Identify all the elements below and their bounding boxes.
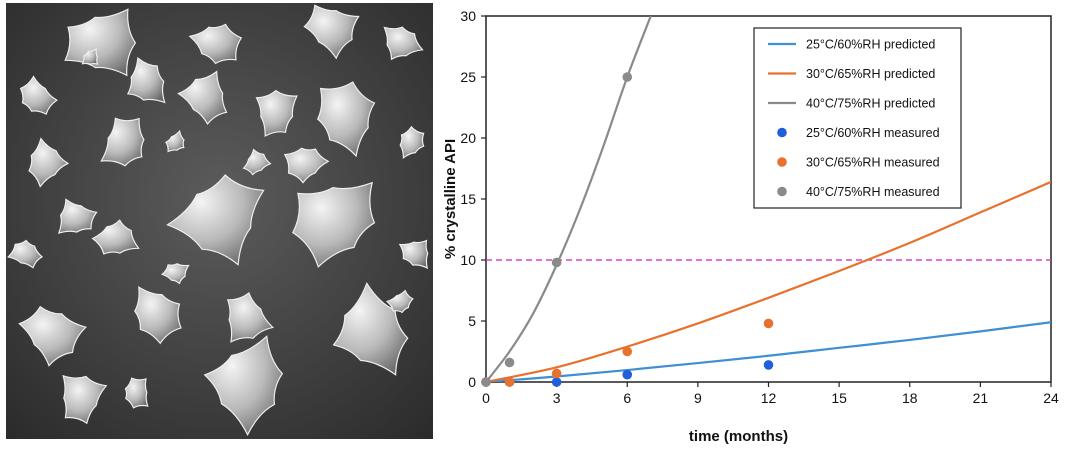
particle-shape — [6, 239, 44, 269]
x-tick-label: 6 — [623, 390, 631, 406]
particle-shape — [62, 374, 108, 425]
x-tick-label: 24 — [1043, 390, 1059, 406]
data-point-series-5 — [622, 72, 633, 82]
data-point-series-4 — [551, 368, 562, 379]
particle-shape — [100, 117, 145, 167]
x-axis-title: time (months) — [689, 428, 788, 445]
legend-label: 40°C/75%RH predicted — [806, 97, 935, 111]
data-point-series-5 — [551, 257, 562, 268]
legend-label: 40°C/75%RH measured — [806, 185, 940, 199]
particle-shape — [19, 75, 58, 115]
data-point-series-5 — [481, 377, 491, 387]
particle-shape — [398, 239, 429, 270]
y-tick-label: 5 — [468, 313, 476, 329]
particle-shape — [134, 285, 182, 345]
sem-micrograph-icon — [6, 3, 433, 439]
particle-shape — [126, 56, 166, 104]
x-tick-label: 12 — [761, 390, 777, 406]
x-tick-label: 18 — [902, 390, 918, 406]
data-point-series-4 — [504, 377, 515, 387]
data-point-series-3 — [622, 369, 633, 380]
legend-swatch-marker — [777, 157, 787, 167]
data-point-series-3 — [551, 377, 562, 387]
data-point-series-4 — [763, 318, 774, 329]
x-tick-label: 9 — [694, 390, 702, 406]
particle-shape — [332, 281, 409, 376]
particle-shape — [399, 125, 425, 160]
data-point-series-5 — [504, 357, 515, 368]
particle-shape — [91, 219, 140, 255]
particle-shape — [160, 263, 190, 285]
particle-shape — [64, 8, 137, 77]
legend-label: 25°C/60%RH measured — [806, 126, 940, 140]
legend-box — [753, 27, 962, 209]
particle-shape — [283, 147, 330, 184]
particle-shape — [166, 174, 265, 266]
particle-shape — [57, 198, 98, 234]
legend-swatch-marker — [777, 186, 787, 197]
series-line-0 — [486, 321, 1051, 382]
particle-shape — [226, 292, 275, 343]
legend-label: 30°C/65%RH predicted — [806, 67, 935, 81]
x-tick-label: 0 — [482, 390, 490, 406]
particle-shape — [292, 181, 376, 268]
sem-micrograph-image — [6, 3, 433, 439]
series-line-1 — [486, 180, 1051, 382]
particle-shape — [316, 81, 376, 158]
particle-shape — [303, 4, 360, 60]
y-tick-label: 0 — [468, 374, 476, 390]
particle-shape — [124, 377, 149, 409]
particle-shape — [383, 26, 424, 61]
particle-shape — [255, 89, 298, 138]
legend-label: 30°C/65%RH measured — [806, 156, 940, 170]
x-tick-label: 21 — [973, 390, 989, 406]
chart-panel: 0 3 6 9 12 15 18 21 24 0 5 10 15 20 25 30 25°C/60%RH pr… — [440, 0, 1067, 446]
legend-swatch-marker — [777, 127, 787, 138]
particle-shape — [242, 148, 272, 176]
x-tick-label: 3 — [553, 390, 561, 406]
particle-shape — [165, 129, 185, 153]
x-tick-label: 15 — [831, 390, 847, 406]
particle-shape — [203, 335, 284, 437]
y-tick-label: 10 — [460, 252, 476, 268]
chart-svg: 0 3 6 9 12 15 18 21 24 0 5 10 15 20 25 30 25°C/60%RH pr… — [442, 8, 1059, 445]
particle-shape — [177, 70, 228, 125]
y-tick-label: 15 — [460, 191, 476, 207]
legend-label: 25°C/60%RH predicted — [806, 38, 935, 52]
y-tick-label: 30 — [460, 8, 476, 24]
y-tick-label: 20 — [460, 130, 476, 146]
particle-shape — [385, 289, 414, 314]
data-point-series-3 — [763, 360, 774, 370]
particle-shape — [188, 23, 243, 65]
particle-shape — [28, 137, 70, 188]
data-point-series-4 — [622, 346, 633, 357]
y-axis-title: % crystalline API — [442, 139, 459, 259]
particle-shape — [18, 305, 87, 367]
series-line-2 — [486, 16, 652, 382]
particle-shape — [81, 47, 99, 65]
y-tick-label: 25 — [460, 69, 476, 85]
